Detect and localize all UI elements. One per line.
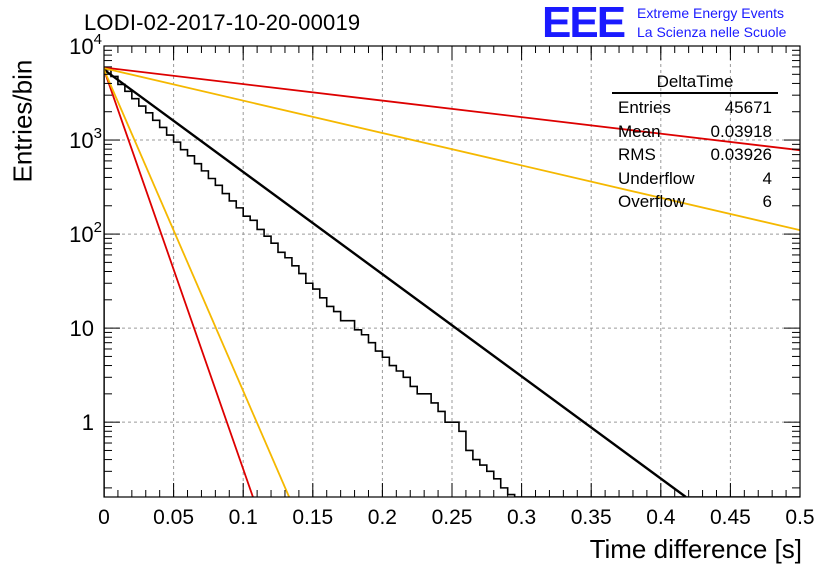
stats-row-overflow: Overflow 6 <box>612 190 778 214</box>
y-tick-label: 104 <box>69 31 102 59</box>
x-tick-label: 0.15 <box>292 506 333 529</box>
x-tick-label: 0.4 <box>646 506 676 529</box>
stats-value: 6 <box>762 192 772 211</box>
x-tick-label: 0.45 <box>710 506 751 529</box>
eee-logo-line1: Extreme Energy Events <box>637 5 785 21</box>
stats-label: Entries <box>618 98 671 117</box>
series-line-3 <box>104 69 254 497</box>
x-tick-label: 0.5 <box>785 506 814 529</box>
stats-title: DeltaTime <box>612 72 778 94</box>
stats-value: 4 <box>762 168 772 188</box>
series-line-4 <box>104 69 290 497</box>
x-tick-label: 0.35 <box>571 506 612 529</box>
eee-logo: EEE <box>542 0 626 47</box>
y-axis-label: Entries/bin <box>7 59 38 183</box>
stats-row-underflow: Underflow 4 <box>612 167 778 191</box>
x-tick-label: 0.1 <box>229 506 258 529</box>
y-tick-label: 102 <box>69 219 102 247</box>
x-tick-label: 0.25 <box>432 506 473 529</box>
x-tick-label: 0.2 <box>368 506 397 529</box>
stats-label: RMS <box>618 145 656 164</box>
y-tick-label: 1 <box>82 410 94 435</box>
stats-row-mean: Mean 0.03918 <box>612 120 778 144</box>
stats-label: Overflow <box>618 192 686 211</box>
stats-row-rms: RMS 0.03926 <box>612 143 778 167</box>
x-tick-label: 0.05 <box>153 506 194 529</box>
chart-title: LODI-02-2017-10-20-00019 <box>84 10 361 35</box>
stats-value: 0.03918 <box>710 121 772 141</box>
series-line-1 <box>104 66 800 152</box>
stats-row-entries: Entries 45671 <box>612 96 778 120</box>
series-line-2 <box>104 67 800 232</box>
x-axis-label: Time difference [s] <box>589 534 802 564</box>
histogram-steps <box>104 68 800 497</box>
stats-box: DeltaTime Entries 45671 Mean 0.03918 RMS… <box>612 72 778 214</box>
y-tick-label: 103 <box>69 125 102 153</box>
y-tick-label: 10 <box>70 316 94 341</box>
series-line-0 <box>104 68 687 497</box>
stats-value: 0.03926 <box>710 145 772 164</box>
x-tick-label: 0 <box>98 506 110 529</box>
stats-label: Mean <box>618 121 661 141</box>
stats-value: 45671 <box>724 98 772 117</box>
x-tick-label: 0.3 <box>507 506 536 529</box>
stats-label: Underflow <box>618 168 695 188</box>
eee-logo-line2: La Scienza nelle Scuole <box>637 24 787 40</box>
